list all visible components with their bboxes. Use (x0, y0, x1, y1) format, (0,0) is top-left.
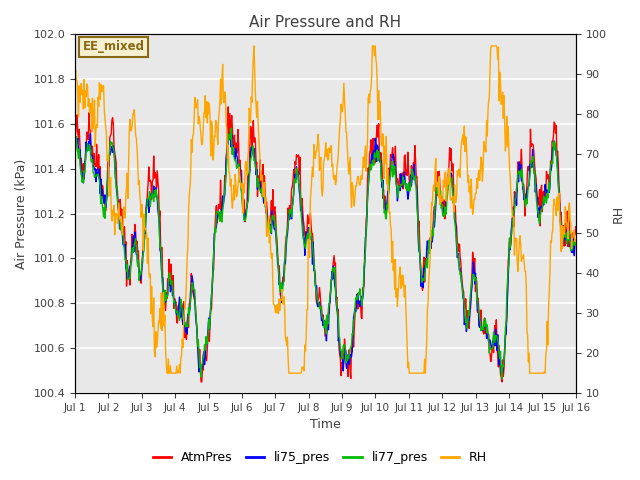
li75_pres (80, 172, 88, 178)
RH (163, 370, 171, 376)
RH (402, 303, 410, 309)
li77_pres (71, 151, 79, 156)
RH (572, 238, 580, 243)
li75_pres (71, 144, 79, 150)
AtmPres (210, 266, 218, 272)
li75_pres (387, 166, 394, 172)
AtmPres (225, 104, 232, 110)
Title: Air Pressure and RH: Air Pressure and RH (250, 15, 401, 30)
li75_pres (498, 372, 506, 378)
AtmPres (572, 224, 580, 229)
X-axis label: Time: Time (310, 419, 340, 432)
RH (80, 77, 88, 83)
li75_pres (572, 240, 580, 246)
li75_pres (182, 324, 190, 329)
Y-axis label: RH: RH (612, 204, 625, 223)
Line: li77_pres: li77_pres (75, 128, 576, 378)
RH (71, 70, 79, 76)
li75_pres (132, 245, 140, 251)
li77_pres (227, 125, 235, 131)
AtmPres (182, 336, 190, 342)
li77_pres (182, 321, 190, 327)
Y-axis label: Air Pressure (kPa): Air Pressure (kPa) (15, 158, 28, 269)
Line: AtmPres: AtmPres (75, 107, 576, 382)
RH (210, 151, 218, 157)
AtmPres (71, 132, 79, 137)
Text: EE_mixed: EE_mixed (83, 40, 145, 53)
li77_pres (401, 180, 409, 186)
AtmPres (132, 229, 140, 235)
Line: RH: RH (75, 46, 576, 373)
li77_pres (132, 235, 140, 241)
Legend: AtmPres, li75_pres, li77_pres, RH: AtmPres, li75_pres, li77_pres, RH (148, 446, 492, 469)
AtmPres (80, 176, 88, 181)
Line: li75_pres: li75_pres (75, 132, 576, 375)
AtmPres (387, 154, 395, 160)
li75_pres (401, 178, 409, 184)
li75_pres (227, 130, 234, 135)
RH (250, 43, 258, 49)
li77_pres (572, 238, 580, 243)
li77_pres (387, 173, 394, 179)
AtmPres (402, 172, 410, 178)
li75_pres (209, 264, 217, 270)
RH (183, 253, 191, 259)
li77_pres (80, 168, 88, 174)
li77_pres (209, 270, 217, 276)
li77_pres (498, 375, 506, 381)
AtmPres (197, 379, 205, 385)
RH (387, 227, 395, 233)
RH (132, 132, 140, 137)
